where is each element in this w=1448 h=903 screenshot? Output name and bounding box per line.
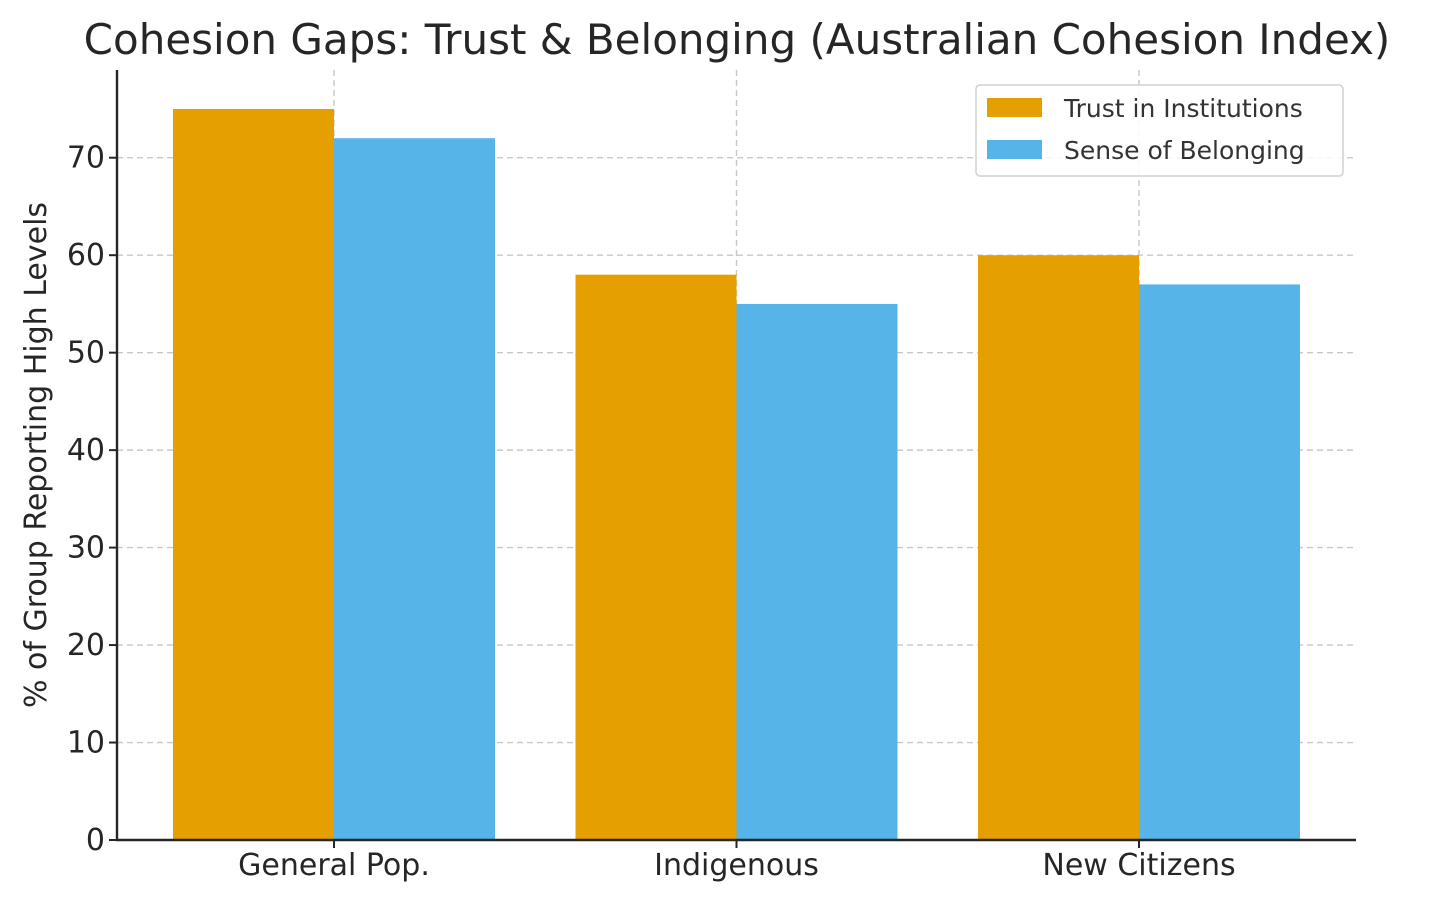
legend-swatch-belonging	[987, 140, 1042, 159]
x-tick-label: Indigenous	[654, 848, 819, 883]
bar-trust-1: Trust in Institutions: 58	[575, 274, 737, 840]
legend-box	[975, 84, 1344, 177]
legend-label-belonging: Sense of Belonging	[1064, 136, 1305, 165]
y-tick-label: 60	[67, 238, 105, 273]
legend: Trust in Institutions Sense of Belonging	[975, 84, 1344, 177]
bars: Trust in Institutions: 75 Trust in Instit…	[173, 108, 1300, 840]
y-tick-label: 0	[86, 823, 105, 858]
bar-belonging-1: Sense of Belonging: 55	[736, 303, 898, 840]
bar-trust-0: Trust in Institutions: 75	[173, 108, 334, 840]
legend-label-trust: Trust in Institutions	[1063, 94, 1303, 123]
chart-title: Cohesion Gaps: Trust & Belonging (Austra…	[84, 15, 1391, 64]
x-tick-label: New Citizens	[1042, 848, 1235, 883]
legend-swatch-trust	[987, 98, 1042, 117]
y-tick-label: 50	[67, 336, 105, 371]
y-tick-label: 10	[67, 726, 105, 761]
y-tick-label: 70	[67, 141, 105, 176]
axes: 0 10 20 30 40 50 60 70 General Pop. Indigenous New…	[67, 70, 1356, 883]
y-tick-label: 30	[67, 531, 105, 566]
x-tick-label: General Pop.	[238, 848, 430, 883]
y-axis-label: % of Group Reporting High Levels	[19, 202, 54, 708]
bar-belonging-0: Sense of Belonging: 72	[334, 138, 495, 840]
bar-belonging-2: Sense of Belonging: 57	[1139, 284, 1300, 840]
y-tick-label: 20	[67, 628, 105, 663]
bar-trust-2: Trust in Institutions: 60	[978, 255, 1139, 840]
y-tick-label: 40	[67, 433, 105, 468]
